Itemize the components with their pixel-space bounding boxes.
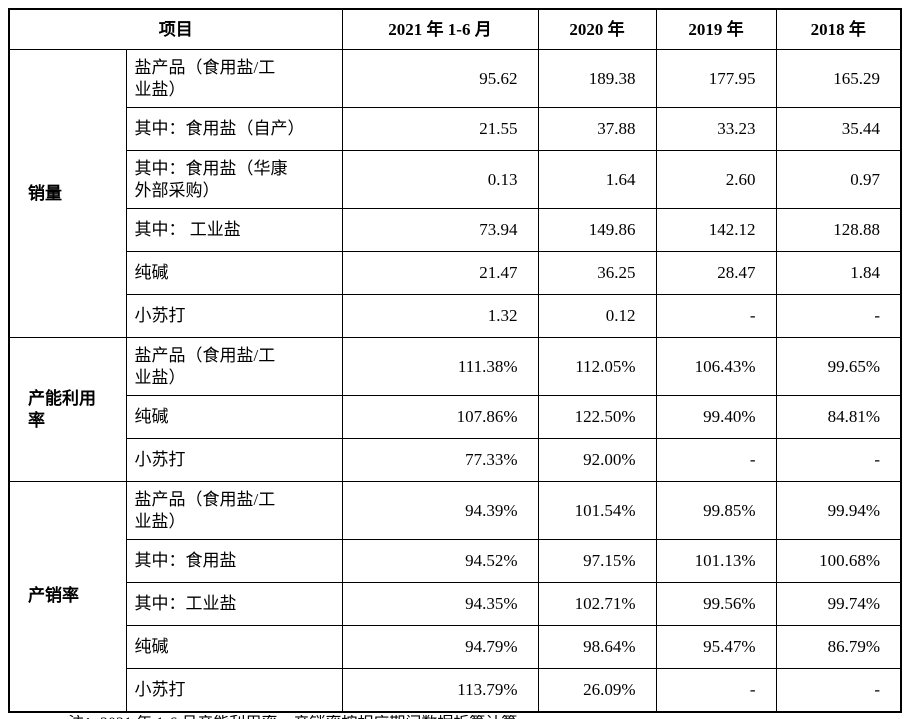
column-header-2018: 2018 年	[775, 8, 902, 50]
row-label: 其中：食用盐	[125, 539, 343, 583]
table-row: 小苏打 77.33% 92.00% - -	[9, 438, 902, 482]
value-cell: -	[655, 294, 777, 338]
row-label: 纯碱	[125, 625, 343, 669]
value-cell: 1.32	[341, 294, 539, 338]
row-label: 小苏打	[125, 438, 343, 482]
column-header-2021h1: 2021 年 1-6 月	[341, 8, 539, 50]
value-cell: 99.56%	[655, 582, 777, 626]
table-body: 销量 盐产品（食用盐/工 业盐） 95.62 189.38 177.95 165.29 其中…	[8, 49, 902, 712]
value-cell: 73.94	[341, 208, 539, 252]
value-cell: 99.65%	[775, 337, 902, 396]
value-cell: -	[655, 438, 777, 482]
table-row: 其中：食用盐 94.52% 97.15% 101.13% 100.68%	[9, 539, 902, 583]
value-cell: 28.47	[655, 251, 777, 295]
value-cell: 94.52%	[341, 539, 539, 583]
value-cell: -	[775, 438, 902, 482]
value-cell: 149.86	[537, 208, 657, 252]
value-cell: -	[655, 668, 777, 712]
value-cell: 95.62	[341, 49, 539, 108]
value-cell: 77.33%	[341, 438, 539, 482]
row-label: 纯碱	[125, 395, 343, 439]
table-row: 小苏打 113.79% 26.09% - -	[9, 668, 902, 712]
table-row: 产能利用率 盐产品（食用盐/工 业盐） 111.38% 112.05% 106.43% 9…	[8, 337, 902, 482]
value-cell: 94.79%	[341, 625, 539, 669]
row-label: 小苏打	[125, 294, 343, 338]
value-cell: 113.79%	[341, 668, 539, 712]
row-label: 纯碱	[125, 251, 343, 295]
table-row: 其中：食用盐（自产） 21.55 37.88 33.23 35.44	[9, 107, 902, 151]
value-cell: 189.38	[537, 49, 657, 108]
value-cell: 128.88	[775, 208, 902, 252]
value-cell: 33.23	[655, 107, 777, 151]
row-label: 其中：工业盐	[125, 582, 343, 626]
column-header-2020: 2020 年	[537, 8, 657, 50]
value-cell: 99.74%	[775, 582, 902, 626]
value-cell: 94.39%	[341, 481, 539, 540]
table-header: 项目 2021 年 1-6 月 2020 年 2019 年 2018 年	[8, 8, 902, 50]
table-row: 其中：食用盐（华康 外部采购） 0.13 1.64 2.60 0.97	[9, 150, 902, 209]
table-row: 产销率 盐产品（食用盐/工 业盐） 94.39% 101.54% 99.85% 99.94…	[8, 481, 902, 712]
row-label: 盐产品（食用盐/工 业盐）	[125, 337, 343, 396]
value-cell: 0.12	[537, 294, 657, 338]
production-sales-table: 项目 2021 年 1-6 月 2020 年 2019 年 2018 年 销量盐…	[8, 8, 902, 713]
row-label: 其中： 工业盐	[125, 208, 343, 252]
table-row: 纯碱 21.47 36.25 28.47 1.84	[9, 251, 902, 295]
row-label: 其中：食用盐（华康 外部采购）	[125, 150, 343, 209]
value-cell: 26.09%	[537, 668, 657, 712]
row-label: 小苏打	[125, 668, 343, 712]
value-cell: 165.29	[775, 49, 902, 108]
value-cell: 37.88	[537, 107, 657, 151]
value-cell: 21.55	[341, 107, 539, 151]
value-cell: 99.94%	[775, 481, 902, 540]
value-cell: 2.60	[655, 150, 777, 209]
value-cell: 112.05%	[537, 337, 657, 396]
value-cell: 35.44	[775, 107, 902, 151]
table-row: 纯碱 94.79% 98.64% 95.47% 86.79%	[9, 625, 902, 669]
column-header-item: 项目	[8, 8, 343, 50]
value-cell: 84.81%	[775, 395, 902, 439]
value-cell: 92.00%	[537, 438, 657, 482]
value-cell: 122.50%	[537, 395, 657, 439]
group-label: 产能利用率	[8, 337, 127, 482]
value-cell: 177.95	[655, 49, 777, 108]
row-label: 其中：食用盐（自产）	[125, 107, 343, 151]
value-cell: 95.47%	[655, 625, 777, 669]
value-cell: -	[775, 294, 902, 338]
value-cell: 1.84	[775, 251, 902, 295]
group-label: 产销率	[8, 481, 127, 712]
header-row: 项目 2021 年 1-6 月 2020 年 2019 年 2018 年	[8, 8, 902, 50]
footnote-clipped: 注：2021 年 1-6 月产能利用率、产销率按相应期间数据折算计算	[8, 715, 900, 719]
value-cell: 101.13%	[655, 539, 777, 583]
value-cell: 101.54%	[537, 481, 657, 540]
value-cell: 1.64	[537, 150, 657, 209]
value-cell: 86.79%	[775, 625, 902, 669]
row-label: 盐产品（食用盐/工 业盐）	[125, 49, 343, 108]
value-cell: 111.38%	[341, 337, 539, 396]
value-cell: 106.43%	[655, 337, 777, 396]
value-cell: 97.15%	[537, 539, 657, 583]
value-cell: 98.64%	[537, 625, 657, 669]
table-row: 其中： 工业盐 73.94 149.86 142.12 128.88	[9, 208, 902, 252]
table-row: 销量 盐产品（食用盐/工 业盐） 95.62 189.38 177.95 165.29	[8, 49, 902, 338]
row-label: 盐产品（食用盐/工 业盐）	[125, 481, 343, 540]
table-row: 小苏打 1.32 0.12- -	[9, 294, 902, 338]
value-cell: 21.47	[341, 251, 539, 295]
value-cell: 36.25	[537, 251, 657, 295]
value-cell: 100.68%	[775, 539, 902, 583]
value-cell: 0.13	[341, 150, 539, 209]
value-cell: 107.86%	[341, 395, 539, 439]
value-cell: 142.12	[655, 208, 777, 252]
value-cell: -	[775, 668, 902, 712]
value-cell: 102.71%	[537, 582, 657, 626]
column-header-2019: 2019 年	[655, 8, 777, 50]
value-cell: 94.35%	[341, 582, 539, 626]
value-cell: 99.40%	[655, 395, 777, 439]
table-row: 纯碱 107.86% 122.50% 99.40% 84.81%	[9, 395, 902, 439]
value-cell: 0.97	[775, 150, 902, 209]
table-row: 其中：工业盐 94.35% 102.71% 99.56% 99.74%	[9, 582, 902, 626]
value-cell: 99.85%	[655, 481, 777, 540]
group-label: 销量	[8, 49, 127, 338]
